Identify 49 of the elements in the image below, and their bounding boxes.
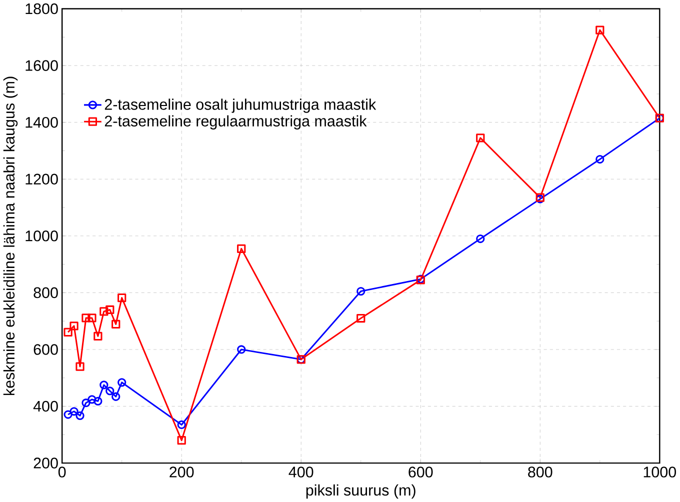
x-tick-label: 200 [170,466,194,478]
point [177,420,186,430]
point [100,380,108,390]
legend-label: 2-tasemeline osalt juhumustriga maastik [104,98,376,113]
point [118,293,126,302]
y-tick-label: 1200 [26,174,58,185]
legend-label: 2-tasemeline regulaarmustriga maastik [104,115,367,130]
y-axis-title: keskmine eukleidiline lähima naabri kaugus (m) [3,76,18,396]
point [82,314,90,322]
point [356,314,366,323]
point [596,154,604,164]
y-tick-label: 1600 [26,60,58,71]
point [70,322,78,330]
point [118,378,126,387]
point [100,307,108,316]
point [88,395,96,404]
y-tick-label: 400 [33,400,58,412]
point [596,26,604,34]
x-tick-label: 0 [58,466,66,478]
point [177,436,186,445]
x-tick-label: 800 [528,466,552,478]
x-tick-label: 600 [408,466,433,478]
point [356,286,366,296]
y-tick-label: 1400 [26,116,58,128]
point [237,345,246,354]
y-tick-label: 800 [34,287,58,298]
point [106,386,114,396]
x-tick-label: 1000 [644,466,676,478]
point [76,362,84,371]
point [64,410,72,419]
y-tick-label: 200 [34,458,58,468]
point [76,411,84,420]
point [476,134,485,142]
point [94,332,102,340]
point [82,398,90,408]
x-tick-label: 400 [288,466,314,478]
y-tick-label: 600 [34,344,58,355]
point [237,244,246,254]
point [94,396,102,406]
x-axis-title: piksli suurus (m) [306,484,416,499]
point [112,392,120,401]
point [112,320,120,329]
point [106,305,114,314]
point [476,234,485,244]
point [64,328,72,336]
y-tick-label: 1800 [26,3,58,14]
y-tick-label: 1000 [26,230,58,242]
point [88,314,96,322]
point [70,407,78,416]
